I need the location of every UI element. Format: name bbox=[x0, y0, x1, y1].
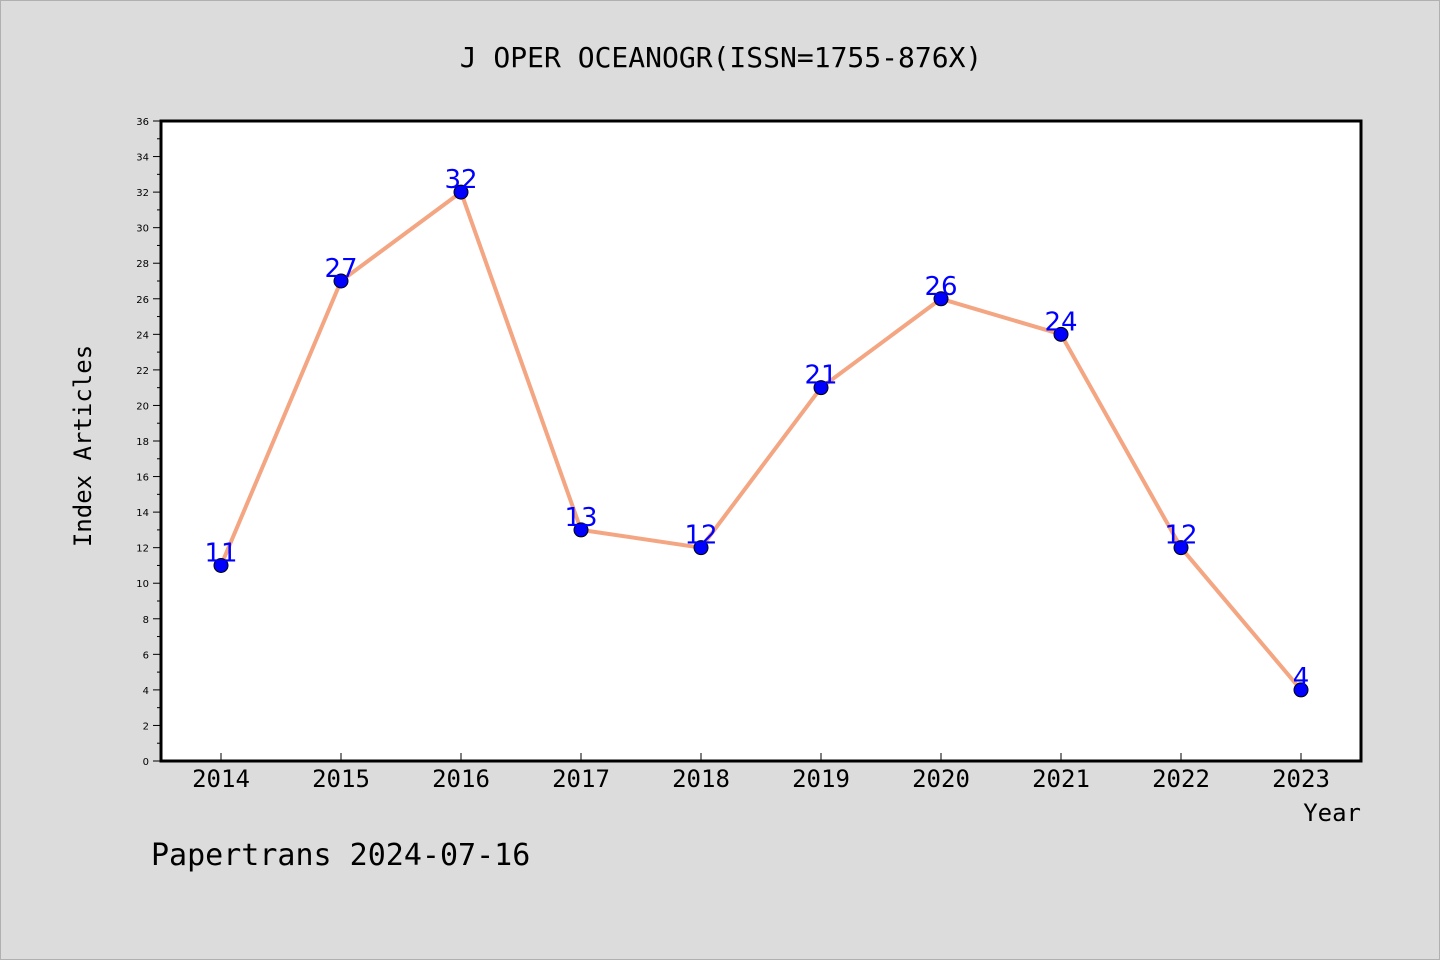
data-point bbox=[1293, 682, 1309, 698]
x-tick-label: 2014 bbox=[192, 765, 250, 793]
y-tick-label: 8 bbox=[143, 615, 149, 626]
data-point bbox=[453, 184, 469, 200]
y-tick-label: 0 bbox=[143, 757, 149, 768]
y-tick-label: 16 bbox=[136, 473, 149, 484]
data-label: 12 bbox=[1164, 521, 1197, 551]
y-tick-label: 6 bbox=[143, 650, 149, 661]
data-point bbox=[693, 540, 709, 556]
y-tick-label: 4 bbox=[143, 686, 149, 697]
y-axis-label: Index Articles bbox=[69, 345, 97, 547]
x-tick-label: 2023 bbox=[1272, 765, 1330, 793]
data-label: 26 bbox=[924, 272, 957, 302]
y-tick-label: 2 bbox=[143, 721, 149, 732]
data-label: 27 bbox=[324, 254, 357, 284]
data-point bbox=[933, 291, 949, 307]
x-tick-label: 2015 bbox=[312, 765, 370, 793]
data-label: 12 bbox=[684, 521, 717, 551]
data-point bbox=[213, 557, 229, 573]
y-tick-label: 24 bbox=[136, 330, 149, 341]
data-point bbox=[573, 522, 589, 538]
y-tick-label: 14 bbox=[136, 508, 149, 519]
y-tick-label: 20 bbox=[136, 401, 149, 412]
data-point bbox=[1173, 540, 1189, 556]
y-tick-label: 32 bbox=[136, 188, 149, 199]
data-label: 21 bbox=[804, 361, 837, 391]
data-point bbox=[813, 380, 829, 396]
x-tick-label: 2017 bbox=[552, 765, 610, 793]
chart-title: J OPER OCEANOGR(ISSN=1755-876X) bbox=[460, 41, 983, 74]
data-point bbox=[333, 273, 349, 289]
x-axis-label: Year bbox=[1303, 799, 1361, 827]
y-tick-label: 12 bbox=[136, 544, 149, 555]
data-label: 32 bbox=[444, 165, 477, 195]
y-tick-label: 30 bbox=[136, 224, 149, 235]
data-label: 4 bbox=[1293, 663, 1310, 693]
y-tick-label: 28 bbox=[136, 259, 149, 270]
x-tick-label: 2019 bbox=[792, 765, 850, 793]
y-tick-label: 18 bbox=[136, 437, 149, 448]
data-label: 24 bbox=[1044, 307, 1077, 337]
y-tick-label: 26 bbox=[136, 295, 149, 306]
x-tick-label: 2020 bbox=[912, 765, 970, 793]
y-tick-label: 22 bbox=[136, 366, 149, 377]
x-tick-label: 2018 bbox=[672, 765, 730, 793]
data-label: 11 bbox=[204, 538, 237, 568]
x-tick-label: 2022 bbox=[1152, 765, 1210, 793]
footer-text: Papertrans 2024-07-16 bbox=[151, 838, 530, 873]
data-label: 13 bbox=[564, 503, 597, 533]
x-tick-label: 2016 bbox=[432, 765, 490, 793]
y-tick-label: 34 bbox=[136, 153, 149, 164]
y-tick-label: 36 bbox=[136, 117, 149, 128]
x-axis: 2014 2015 2016 2017 2018 2019 2020 2021 2022 2023 bbox=[192, 753, 1330, 793]
plot-area bbox=[159, 119, 1363, 763]
series-group: 11 27 32 13 12 21 26 24 12 4 bbox=[204, 165, 1310, 698]
y-tick-label: 10 bbox=[136, 579, 149, 590]
data-point bbox=[1053, 326, 1069, 342]
x-tick-label: 2021 bbox=[1032, 765, 1090, 793]
series-line bbox=[219, 190, 1303, 692]
